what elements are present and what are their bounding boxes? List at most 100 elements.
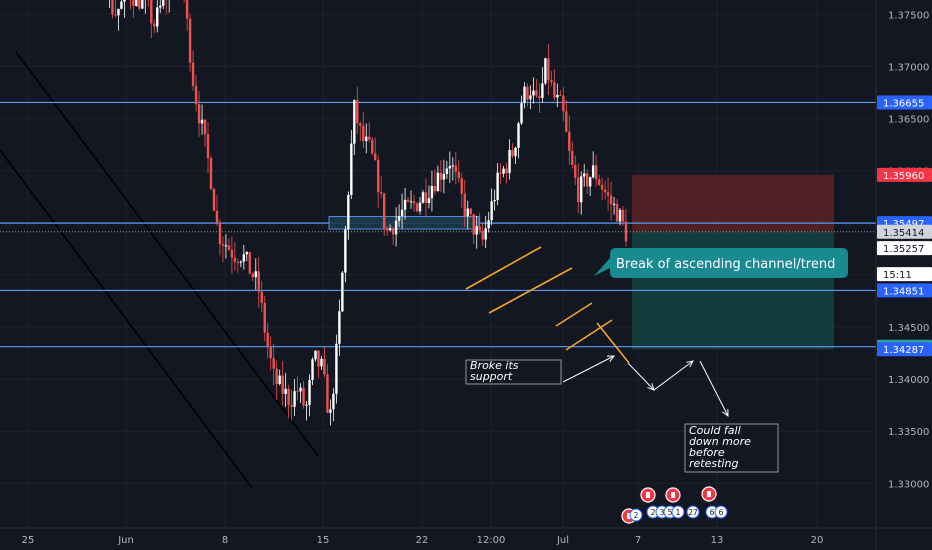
candle-body <box>532 90 535 96</box>
arrow-fall[interactable] <box>699 360 729 417</box>
stop-loss-zone[interactable] <box>632 174 834 232</box>
candle-body <box>314 350 317 360</box>
note-fall-text: before <box>689 446 725 459</box>
candle-body <box>356 100 359 124</box>
candle-body <box>511 149 514 157</box>
annotations[interactable]: Break of ascending channel/trend Broke it… <box>465 248 848 473</box>
event-badges[interactable]: 2 2 3 5 1 27 6 6 <box>621 486 728 524</box>
price-tag <box>877 241 932 256</box>
breakdown-leg[interactable] <box>596 322 630 364</box>
y-tick-label: 1.33500 <box>888 427 929 438</box>
note-fall-text: retesting <box>689 457 738 470</box>
note-support-text: support <box>470 370 513 383</box>
candle-body <box>215 210 219 223</box>
candle-body <box>120 1 123 9</box>
candle-body <box>332 393 335 410</box>
price-tag-label: 1.35497 <box>883 219 924 230</box>
candle-body <box>335 343 338 394</box>
candle-body <box>221 244 225 246</box>
arrow-retest[interactable] <box>653 360 694 391</box>
trendline-upper[interactable] <box>15 51 319 457</box>
event-flag-glyph <box>627 513 631 519</box>
candle-body <box>159 5 162 8</box>
candle-body <box>365 136 368 142</box>
channel-1-lower[interactable] <box>488 267 573 314</box>
event-count-badge[interactable] <box>714 505 728 519</box>
callout-bubble[interactable] <box>594 248 848 278</box>
candle-body <box>382 193 386 229</box>
candle-body <box>197 104 201 124</box>
channel-2-lower[interactable] <box>565 319 613 351</box>
candle-body <box>269 346 272 359</box>
candle-body <box>394 220 398 235</box>
channel-1-upper[interactable] <box>465 246 542 290</box>
candle-body <box>475 226 478 235</box>
candle-body <box>248 252 252 274</box>
event-count-label: 2 <box>634 511 639 520</box>
candle-body <box>236 262 240 264</box>
candle-body <box>209 158 213 190</box>
candle-body <box>296 390 299 392</box>
ascending-channels[interactable] <box>465 246 630 364</box>
candle-body <box>278 375 281 385</box>
candle-body <box>371 139 374 154</box>
candle-body <box>391 228 395 235</box>
channel-2-upper[interactable] <box>555 302 593 327</box>
candle-body <box>135 0 138 7</box>
candle-body <box>344 229 347 273</box>
candle-body <box>571 150 574 165</box>
candle-body <box>451 165 455 167</box>
candle-body <box>230 249 234 258</box>
trendline-lower[interactable] <box>0 149 253 489</box>
x-tick-label: 25 <box>22 535 35 546</box>
candle-body <box>520 103 523 124</box>
arrow-drop-1[interactable] <box>627 362 655 391</box>
candle-body <box>400 209 404 216</box>
candle-body <box>388 228 392 231</box>
candle-body <box>150 0 153 24</box>
candle-body <box>490 201 493 221</box>
candle-body <box>454 165 458 172</box>
arrow-to-broken-support[interactable] <box>562 355 615 383</box>
event-count-label: 1 <box>676 508 681 517</box>
candle-body <box>374 153 377 160</box>
candle-body <box>556 94 559 98</box>
candle-body <box>591 165 595 178</box>
time-axis[interactable]: 25 Jun 8 15 22 12:00 Jul 7 13 20 <box>22 535 824 546</box>
y-tick-label: 1.37500 <box>888 10 929 21</box>
candle-body <box>463 193 466 217</box>
event-count-badge[interactable] <box>629 508 643 522</box>
candle-body <box>481 230 484 240</box>
support-box[interactable] <box>328 216 480 230</box>
arrow-to-broken-support-head <box>606 355 616 362</box>
event-count-label: 6 <box>710 508 715 517</box>
candle-body <box>123 0 126 2</box>
descending-trendlines[interactable] <box>0 51 319 489</box>
price-tag <box>877 224 932 239</box>
candle-body <box>218 222 222 245</box>
note-fall-box[interactable] <box>684 423 779 473</box>
candle-body <box>544 58 547 84</box>
event-count-badge[interactable] <box>686 505 700 519</box>
candle-body <box>508 149 511 174</box>
candle-body <box>153 23 156 27</box>
event-count-badge[interactable] <box>671 505 685 519</box>
candle-body <box>430 186 434 199</box>
projection-arrows[interactable] <box>562 355 729 418</box>
candle-body <box>385 228 389 231</box>
candle-body <box>239 261 243 263</box>
price-tag-label: 1.36655 <box>883 98 924 109</box>
candle-body <box>609 195 613 205</box>
candle-body <box>281 375 284 394</box>
candle-body <box>287 388 290 405</box>
candle-body <box>212 189 216 211</box>
note-support-box[interactable] <box>465 359 562 385</box>
candle-body <box>185 0 189 19</box>
candle-body <box>553 82 556 98</box>
candle-body <box>472 214 475 235</box>
y-tick-label: 1.34500 <box>888 323 929 334</box>
horizontal-levels[interactable] <box>0 101 876 348</box>
price-axis-panel <box>876 0 932 528</box>
candle-body <box>299 387 302 392</box>
